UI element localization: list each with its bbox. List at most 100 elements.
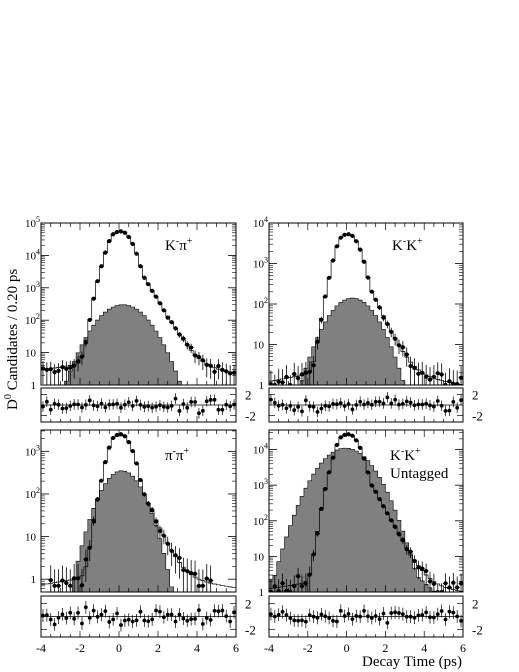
- data-point: [385, 511, 390, 516]
- pull-point: [169, 403, 174, 408]
- pull-point: [107, 402, 112, 407]
- pull-point: [107, 620, 112, 624]
- data-point: [216, 363, 221, 369]
- data-point: [107, 445, 112, 450]
- data-point: [83, 557, 88, 562]
- y-tick-label-base: 10: [253, 445, 265, 457]
- y-tick-label-base: 10: [253, 516, 265, 528]
- pull-point: [142, 618, 147, 623]
- data-point: [350, 433, 355, 438]
- data-point: [146, 282, 151, 287]
- data-point: [292, 583, 297, 589]
- pull-point: [224, 402, 229, 407]
- data-point: [153, 294, 159, 299]
- data-point: [122, 434, 127, 439]
- y-tick-label: 102: [25, 486, 40, 501]
- pull-point: [443, 409, 448, 413]
- data-point: [118, 229, 124, 234]
- pull-point: [311, 404, 316, 409]
- data-point: [68, 365, 73, 370]
- data-point: [122, 230, 127, 235]
- pull-point: [193, 616, 197, 621]
- pull-point: [404, 614, 409, 619]
- data-point: [389, 518, 394, 523]
- pull-point: [212, 397, 217, 402]
- pull-point: [451, 610, 456, 615]
- data-point: [315, 339, 320, 344]
- data-point: [204, 576, 209, 581]
- pull-point: [358, 614, 363, 619]
- data-point: [424, 374, 429, 379]
- pull-point: [272, 614, 277, 619]
- data-point: [48, 578, 53, 583]
- data-point: [408, 549, 413, 554]
- data-point: [177, 332, 182, 337]
- pull-point: [189, 400, 194, 404]
- pull-point: [377, 617, 382, 622]
- data-point: [99, 264, 104, 269]
- pull-point: [232, 610, 236, 615]
- data-point: [323, 294, 328, 299]
- pull-point: [52, 622, 57, 627]
- y-tick-label: 10: [253, 551, 265, 563]
- pull-point: [212, 608, 217, 613]
- pull-tick-label: 2: [472, 597, 479, 612]
- pull-point: [420, 613, 425, 617]
- pull-plot-kk: 2-2: [268, 387, 483, 424]
- pull-point: [362, 402, 366, 407]
- pull-point: [416, 613, 421, 618]
- pull-point: [455, 614, 460, 619]
- y-tick-label-base: 10: [253, 340, 265, 352]
- data-point: [447, 379, 452, 384]
- data-point: [157, 301, 163, 306]
- pull-point: [311, 614, 316, 619]
- pull-tick-label: 2: [245, 387, 252, 402]
- data-point: [396, 343, 402, 348]
- data-point: [212, 369, 217, 374]
- pull-point: [169, 612, 174, 617]
- pull-point: [119, 405, 123, 410]
- pull-point: [80, 405, 84, 410]
- pull-point: [350, 407, 355, 412]
- data-point: [307, 369, 312, 374]
- data-point: [87, 545, 92, 550]
- background-histogram-kpi: [41, 304, 236, 385]
- data-point: [134, 461, 139, 466]
- y-tick-label-base: 10: [25, 250, 37, 262]
- data-point: [443, 382, 448, 385]
- pull-point: [373, 614, 378, 618]
- pull-point: [91, 608, 96, 613]
- pull-point: [181, 616, 186, 621]
- channel-label-line2: Untagged: [390, 466, 449, 482]
- data-point: [91, 518, 96, 523]
- pull-point: [72, 402, 77, 407]
- label-charge-2: +: [187, 236, 193, 247]
- data-point: [192, 353, 198, 358]
- data-point: [299, 584, 305, 589]
- pull-point: [366, 401, 370, 405]
- pull-point: [366, 614, 370, 619]
- y-tick-label-base: 10: [25, 283, 37, 295]
- y-axis-label-sup: 0: [3, 394, 14, 399]
- data-point: [455, 585, 460, 590]
- pull-point: [154, 404, 158, 409]
- pull-tick-label: -2: [245, 409, 256, 424]
- pull-point: [150, 405, 155, 410]
- pull-point: [284, 406, 289, 411]
- pull-point: [197, 411, 201, 416]
- pull-point: [303, 398, 308, 403]
- pull-point: [443, 617, 448, 622]
- y-tick-label-exp: 3: [36, 280, 40, 289]
- pull-point: [173, 619, 178, 624]
- y-tick-label: 104: [25, 247, 40, 262]
- pull-point: [369, 616, 374, 620]
- pull-point: [115, 401, 119, 406]
- data-point: [173, 553, 178, 558]
- pull-point: [439, 403, 444, 408]
- pull-point: [416, 402, 421, 407]
- data-point: [192, 571, 198, 576]
- data-point: [126, 234, 131, 240]
- pull-tick-label: -2: [245, 622, 256, 637]
- pull-point: [138, 609, 143, 614]
- data-point: [181, 336, 186, 341]
